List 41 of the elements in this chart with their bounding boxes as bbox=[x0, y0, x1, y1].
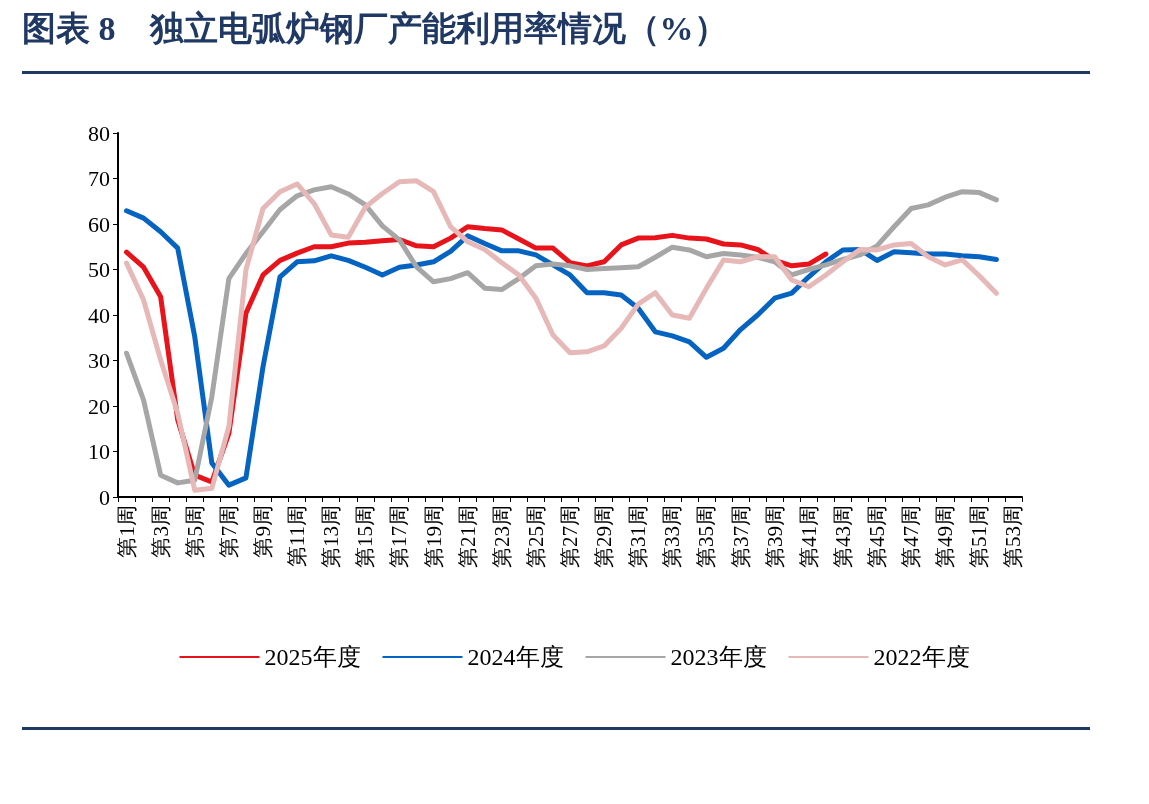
x-tick-label: 第9周 bbox=[250, 505, 275, 558]
y-tick-label: 10 bbox=[88, 439, 110, 464]
y-tick-label: 80 bbox=[88, 120, 110, 146]
x-tick-label: 第47周 bbox=[899, 505, 924, 568]
x-tick-label: 第51周 bbox=[967, 505, 992, 568]
x-tick-label: 第31周 bbox=[626, 505, 651, 568]
x-tick-label: 第27周 bbox=[558, 505, 582, 568]
x-tick-label: 第17周 bbox=[387, 505, 412, 568]
x-tick-label: 第5周 bbox=[182, 505, 207, 558]
legend-label: 2025年度 bbox=[264, 644, 361, 670]
x-tick-label: 第45周 bbox=[865, 505, 890, 568]
x-tick-label: 第3周 bbox=[148, 505, 173, 558]
x-tick-label: 第13周 bbox=[319, 505, 344, 568]
x-tick-label: 第49周 bbox=[933, 505, 958, 568]
y-tick-label: 70 bbox=[88, 166, 110, 191]
x-tick-label: 第33周 bbox=[660, 505, 685, 568]
y-tick-label: 20 bbox=[88, 393, 110, 419]
y-tick-label: 50 bbox=[88, 257, 110, 282]
legend-label: 2022年度 bbox=[873, 644, 970, 670]
x-tick-label: 第29周 bbox=[592, 505, 617, 568]
x-tick-label: 第35周 bbox=[694, 505, 719, 568]
x-tick-label: 第21周 bbox=[455, 505, 480, 568]
x-tick-label: 第53周 bbox=[1001, 505, 1026, 568]
y-tick-label: 30 bbox=[88, 348, 110, 373]
y-tick-label: 60 bbox=[88, 211, 110, 237]
x-tick-label: 第41周 bbox=[796, 505, 821, 568]
x-tick-label: 第43周 bbox=[830, 505, 855, 568]
y-tick-label: 40 bbox=[88, 302, 110, 328]
x-tick-label: 第25周 bbox=[523, 505, 548, 568]
y-tick-label: 0 bbox=[99, 484, 110, 510]
x-tick-label: 第1周 bbox=[114, 505, 139, 558]
legend-label: 2023年度 bbox=[670, 644, 767, 670]
x-tick-label: 第39周 bbox=[762, 505, 787, 568]
x-tick-label: 第11周 bbox=[285, 505, 310, 568]
x-tick-label: 第7周 bbox=[216, 505, 241, 558]
x-tick-label: 第15周 bbox=[353, 505, 378, 568]
legend-label: 2024年度 bbox=[467, 644, 564, 670]
chart-title: 图表 8 独立电弧炉钢厂产能利用率情况（%） bbox=[22, 9, 728, 49]
x-tick-label: 第23周 bbox=[489, 505, 514, 568]
x-tick-label: 第37周 bbox=[728, 505, 753, 568]
x-tick-label: 第19周 bbox=[421, 505, 446, 568]
